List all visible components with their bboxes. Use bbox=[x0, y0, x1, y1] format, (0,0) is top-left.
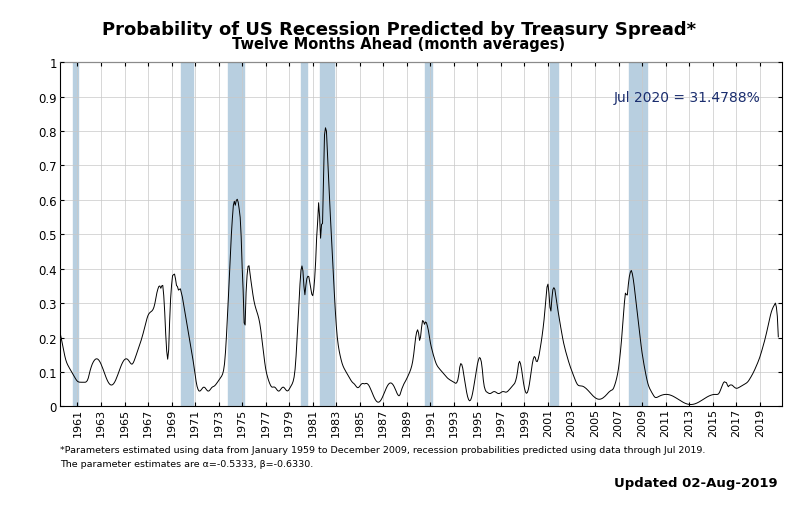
Bar bbox=[550, 63, 558, 407]
Text: Jul 2020 = 31.4788%: Jul 2020 = 31.4788% bbox=[614, 90, 760, 105]
Bar bbox=[228, 63, 244, 407]
Text: Probability of US Recession Predicted by Treasury Spread*: Probability of US Recession Predicted by… bbox=[102, 21, 696, 39]
Text: *Parameters estimated using data from January 1959 to December 2009, recession p: *Parameters estimated using data from Ja… bbox=[60, 445, 705, 455]
Bar bbox=[73, 63, 78, 407]
Text: The parameter estimates are α=-0.5333, β=-0.6330.: The parameter estimates are α=-0.5333, β… bbox=[60, 460, 313, 469]
Text: Twelve Months Ahead (month averages): Twelve Months Ahead (month averages) bbox=[232, 37, 566, 52]
Bar bbox=[630, 63, 647, 407]
Bar bbox=[319, 63, 334, 407]
Bar bbox=[425, 63, 433, 407]
Bar bbox=[181, 63, 193, 407]
Text: Updated 02-Aug-2019: Updated 02-Aug-2019 bbox=[614, 476, 778, 489]
Bar bbox=[301, 63, 307, 407]
